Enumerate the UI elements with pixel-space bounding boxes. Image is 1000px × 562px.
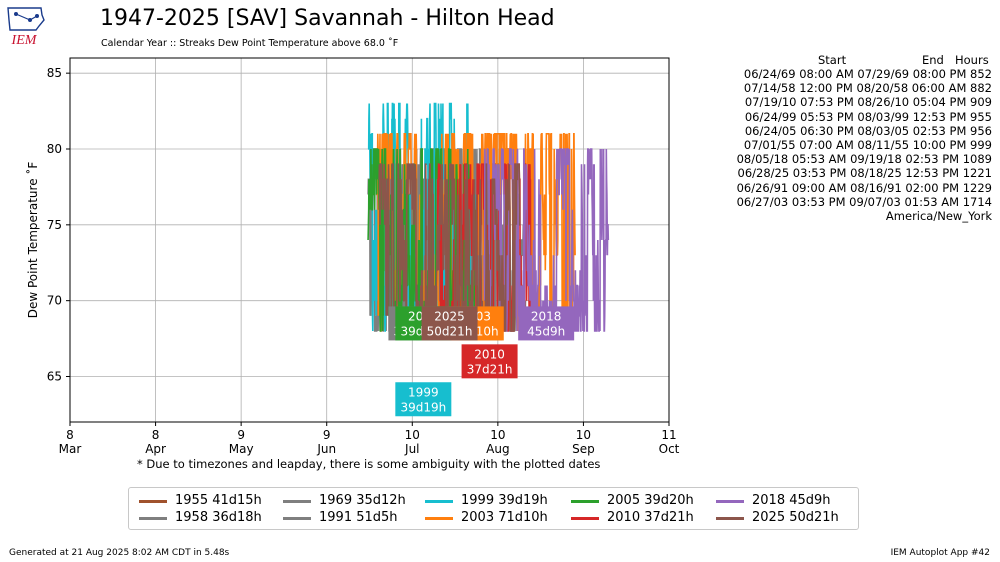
y-tick-label: 85 [47, 66, 62, 80]
series-label-year: 2018 [531, 309, 562, 323]
logo-text: IEM [11, 33, 38, 48]
streak-row: 06/24/05 06:30 PM 08/03/05 02:53 PM 956 [744, 123, 992, 138]
x-tick-month-label: Aug [486, 442, 509, 456]
dew-point-streak-chart: 195541d15h195836d18h196935d12h199151d5h1… [25, 57, 680, 456]
x-tick-day-label: 9 [323, 428, 331, 442]
legend-label: 2018 45d9h [752, 493, 831, 508]
y-tick-label: 80 [47, 142, 62, 156]
x-tick-month-label: Sep [572, 442, 595, 456]
iem-logo: IEM [7, 7, 45, 48]
x-tick-month-label: Apr [145, 442, 166, 456]
x-tick-month-label: Jul [404, 442, 419, 456]
streak-table-rows: 06/24/69 08:00 AM 07/29/69 08:00 PM 852 0… [722, 67, 992, 209]
streak-table: Start End Hours 06/24/69 08:00 AM 07/29/… [722, 53, 992, 223]
streak-row: 08/05/18 05:53 AM 09/19/18 02:53 PM 1089 [736, 152, 992, 167]
legend-swatch [425, 517, 453, 520]
chart-legend: 1955 41d15h 1958 36d18h 1969 35d12h 1991 51… [128, 487, 859, 530]
legend-swatch [571, 517, 599, 520]
x-tick-day-label: 10 [405, 428, 420, 442]
series-label-duration: 37d21h [467, 362, 513, 376]
streak-row: 06/24/99 05:53 PM 08/03/99 12:53 PM 955 [744, 109, 992, 124]
generated-timestamp: Generated at 21 Aug 2025 8:02 AM CDT in … [9, 548, 230, 558]
col-hours-header: Hours [955, 53, 989, 67]
series-label-bg [461, 344, 518, 379]
date-ambiguity-footnote: * Due to timezones and leapday, there is… [137, 457, 601, 471]
series-label-bg [518, 306, 575, 341]
legend-label: 2010 37d21h [607, 510, 694, 525]
x-tick-month-label: Jun [316, 442, 336, 456]
series-label-duration: 39d19h [400, 400, 446, 414]
series-label-duration: 45d9h [527, 324, 565, 338]
series-label-bg [395, 382, 452, 417]
legend-label: 1999 39d19h [461, 493, 548, 508]
y-tick-label: 70 [47, 294, 62, 308]
x-tick-day-label: 10 [576, 428, 591, 442]
x-tick-day-label: 9 [237, 428, 245, 442]
legend-swatch [716, 517, 744, 520]
x-tick-month-label: Mar [59, 442, 82, 456]
y-tick-label: 65 [47, 370, 62, 384]
series-line [378, 163, 521, 332]
streak-row: 06/26/91 09:00 AM 08/16/91 02:00 PM 1229 [736, 180, 992, 195]
series-label-duration: 50d21h [427, 324, 473, 338]
streak-row: 06/28/25 03:53 PM 08/18/25 12:53 PM 1221 [737, 166, 993, 181]
legend-swatch [283, 517, 311, 520]
x-tick-day-label: 10 [490, 428, 505, 442]
series-label-year: 2010 [474, 347, 505, 361]
legend-label: 1991 51d5h [319, 510, 398, 525]
legend-label: 2025 50d21h [752, 510, 839, 525]
series-label-year: 2025 [434, 309, 465, 323]
legend-label: 1969 35d12h [319, 493, 406, 508]
legend-swatch [139, 517, 167, 520]
streak-row: 07/19/10 07:53 PM 08/26/10 05:04 PM 909 [744, 95, 992, 110]
legend-label: 1955 41d15h [175, 493, 262, 508]
col-end-header: End [922, 53, 944, 67]
legend-swatch [571, 500, 599, 503]
streak-row: 06/24/69 08:00 AM 07/29/69 08:00 PM 852 [743, 67, 992, 81]
legend-swatch [283, 500, 311, 503]
legend-swatch [139, 500, 167, 503]
x-tick-day-label: 8 [152, 428, 160, 442]
streak-row: 07/14/58 12:00 PM 08/20/58 06:00 AM 882 [743, 81, 992, 96]
y-axis-label: Dew Point Temperature ˚F [25, 162, 40, 319]
col-start-header: Start [818, 53, 847, 67]
plot-frame [69, 57, 670, 423]
series-label-bg [421, 306, 478, 341]
legend-label: 1958 36d18h [175, 510, 262, 525]
streak-row: 06/27/03 03:53 PM 09/07/03 01:53 AM 1714 [736, 194, 992, 209]
y-tick-label: 75 [47, 218, 62, 232]
x-tick-day-label: 8 [66, 428, 74, 442]
x-tick-month-label: May [229, 442, 254, 456]
x-tick-month-label: Oct [659, 442, 680, 456]
legend-label: 2003 71d10h [461, 510, 548, 525]
legend-label: 2005 39d20h [607, 493, 694, 508]
streak-table-header: Start End Hours [722, 53, 992, 67]
legend-swatch [425, 500, 453, 503]
chart-title: 1947-2025 [SAV] Savannah - Hilton Head [100, 6, 555, 31]
series-label-year: 1999 [408, 385, 439, 399]
streak-row: 07/01/55 07:00 AM 08/11/55 10:00 PM 999 [743, 138, 992, 153]
chart-subtitle: Calendar Year :: Streaks Dew Point Tempe… [101, 38, 399, 49]
x-tick-day-label: 11 [661, 428, 676, 442]
timezone-label: America/New_York [885, 209, 992, 224]
legend-swatch [716, 500, 744, 503]
autoplot-app-label: IEM Autoplot App #42 [890, 548, 990, 558]
